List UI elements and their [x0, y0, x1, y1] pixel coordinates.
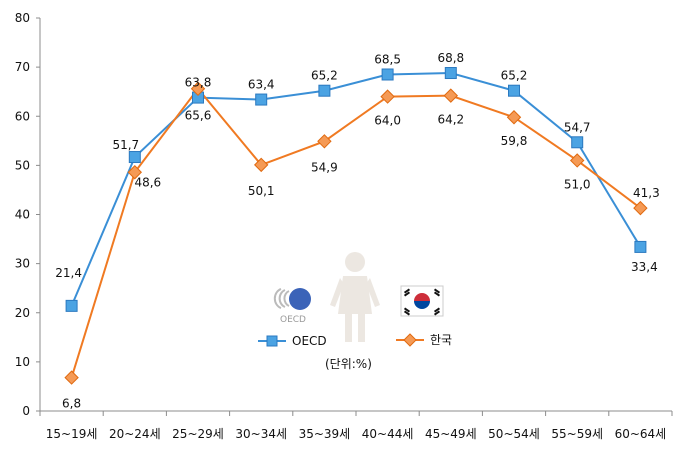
y-tick-label: 30 — [15, 257, 30, 271]
data-point-oecd — [571, 136, 584, 149]
x-tick-label: 60~64세 — [615, 427, 667, 441]
y-tick-label: 70 — [15, 60, 30, 74]
data-point-oecd — [255, 93, 268, 106]
x-tick-label: 50~54세 — [488, 427, 540, 441]
y-tick-label: 80 — [15, 11, 30, 25]
data-point-oecd — [444, 67, 457, 80]
woman-figure — [330, 252, 380, 342]
x-tick-label: 20~24세 — [109, 427, 161, 441]
oecd-logo-text: OECD — [280, 315, 306, 325]
x-tick-label: 25~29세 — [172, 427, 224, 441]
data-point-oecd — [508, 84, 520, 97]
data-label-oecd: 33,4 — [631, 260, 658, 274]
data-label-oecd: 54,7 — [564, 120, 591, 134]
data-label-oecd: 51,7 — [112, 138, 139, 152]
data-label-oecd: 21,4 — [55, 266, 82, 280]
unit-label: (단위:%) — [325, 357, 372, 371]
data-point-oecd — [65, 299, 78, 312]
data-label-korea: 54,9 — [311, 160, 338, 174]
data-point-korea — [633, 200, 648, 216]
data-point-korea — [506, 110, 522, 125]
legend: OECD 한국 — [258, 333, 452, 348]
data-label-oecd: 65,2 — [501, 69, 528, 83]
data-point-korea — [569, 153, 585, 168]
data-label-korea: 48,6 — [134, 175, 161, 189]
data-label-korea: 59,8 — [501, 134, 528, 148]
data-label-korea: 50,1 — [248, 184, 275, 198]
data-label-oecd: 65,2 — [311, 69, 338, 83]
axes — [39, 18, 672, 412]
series-line-korea — [70, 87, 642, 378]
data-label-korea: 6,8 — [62, 397, 81, 411]
x-axis-ticks: 15~19세 20~24세 25~29세 30~34세 35~39세 40~44세 45~4… — [39, 411, 673, 441]
legend-label-oecd: OECD — [292, 334, 327, 348]
y-tick-label: 20 — [15, 306, 30, 320]
data-point-korea — [253, 157, 269, 173]
data-label-oecd: 63,4 — [248, 78, 275, 92]
data-point-oecd — [381, 68, 394, 81]
y-tick-label: 40 — [15, 208, 30, 222]
oecd-logo: OECD — [273, 288, 311, 325]
data-labels: 21,4 51,7 63,8 63,4 65,2 68,5 68,8 65,2 54,7 33,4… — [55, 51, 660, 411]
x-tick-label: 55~59세 — [551, 427, 603, 441]
data-point-korea — [190, 81, 206, 96]
data-point-oecd — [318, 84, 331, 97]
y-tick-label: 0 — [22, 404, 30, 418]
x-tick-label: 15~19세 — [46, 427, 98, 441]
x-tick-label: 40~44세 — [362, 427, 414, 441]
korea-flag — [400, 285, 444, 317]
data-point-korea — [443, 88, 459, 103]
y-axis-ticks: 0 10 20 30 40 50 60 70 80 — [15, 11, 40, 418]
x-tick-label: 45~49세 — [425, 427, 477, 441]
legend-label-korea: 한국 — [430, 333, 452, 347]
series-markers — [64, 67, 648, 385]
data-label-korea: 64,2 — [437, 113, 464, 127]
x-tick-label: 35~39세 — [299, 427, 351, 441]
data-label-korea: 41,3 — [633, 186, 660, 200]
data-label-oecd: 63,8 — [185, 76, 212, 90]
y-tick-label: 60 — [15, 109, 30, 123]
data-point-oecd — [128, 151, 141, 164]
data-point-korea — [317, 134, 332, 149]
data-point-korea — [127, 165, 143, 180]
y-tick-label: 10 — [15, 355, 30, 369]
series-line-oecd — [70, 72, 642, 307]
y-tick-label: 50 — [15, 158, 30, 172]
legend-item-oecd: OECD — [258, 334, 327, 348]
data-label-oecd: 68,5 — [374, 52, 401, 66]
center-illustration: OECD — [273, 252, 444, 342]
data-label-korea: 64,0 — [374, 114, 401, 128]
data-point-korea — [64, 370, 79, 385]
data-label-korea: 65,6 — [185, 109, 212, 123]
data-label-oecd: 68,8 — [437, 51, 464, 65]
data-label-korea: 51,0 — [564, 177, 591, 191]
series-lines — [70, 72, 642, 378]
data-point-oecd — [634, 240, 647, 253]
data-point-korea — [380, 89, 395, 104]
legend-item-korea: 한국 — [396, 333, 452, 347]
x-tick-label: 30~34세 — [235, 427, 287, 441]
